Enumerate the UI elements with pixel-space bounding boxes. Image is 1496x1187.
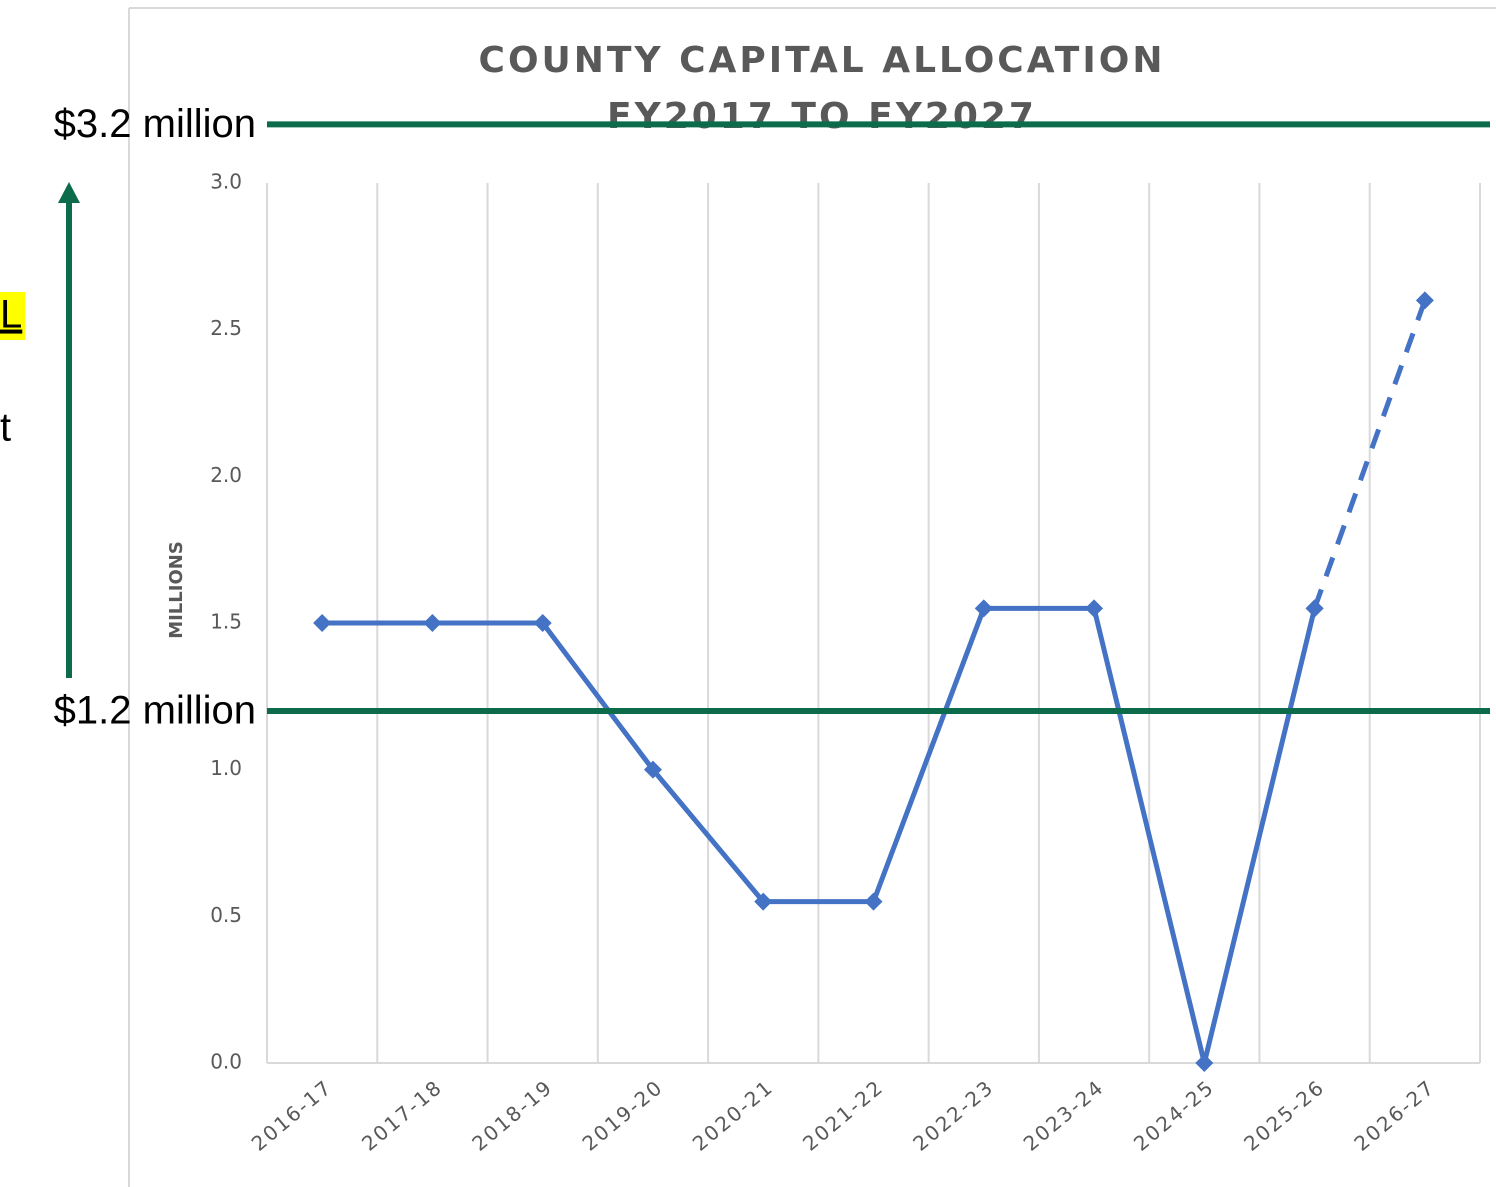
data-point [1415, 291, 1434, 310]
data-point [643, 760, 662, 779]
data-line [322, 605, 1318, 1064]
x-tick-label: 2022-23 [908, 1075, 998, 1156]
data-point [313, 614, 332, 632]
x-tick-label: 2018-19 [467, 1075, 557, 1156]
data-point [1195, 1054, 1214, 1072]
x-tick-label: 2023-24 [1019, 1075, 1109, 1156]
data-point [533, 614, 552, 632]
y-tick-label: 3.0 [210, 170, 242, 194]
cropped-text: L [0, 293, 22, 337]
x-tick-label: 2024-25 [1129, 1075, 1219, 1156]
x-tick-label: 2016-17 [247, 1075, 337, 1156]
chart-title: COUNTY CAPITAL ALLOCATION [479, 40, 1166, 81]
chart-title: FY2017 TO FY2027 [607, 96, 1037, 137]
cropped-text: t [0, 406, 11, 450]
data-point [974, 599, 993, 618]
y-tick-label: 1.0 [210, 756, 242, 780]
reference-label: $1.2 million [54, 689, 256, 733]
y-axis-label: MILLIONS [166, 541, 187, 639]
y-tick-label: 0.0 [210, 1050, 242, 1074]
x-tick-label: 2021-22 [798, 1075, 888, 1156]
data-point [423, 614, 442, 632]
y-tick-label: 2.5 [210, 316, 242, 340]
highlight [0, 292, 25, 340]
x-tick-label: 2017-18 [357, 1075, 447, 1156]
y-tick-label: 2.0 [210, 463, 242, 487]
y-tick-label: 1.5 [210, 610, 242, 634]
arrow-head [58, 182, 80, 203]
data-line [1312, 299, 1428, 610]
x-tick-label: 2019-20 [578, 1075, 668, 1156]
x-tick-label: 2020-21 [688, 1075, 778, 1156]
reference-label: $3.2 million [54, 102, 256, 146]
x-tick-label: 2025-26 [1239, 1075, 1329, 1156]
data-point [1305, 599, 1324, 618]
data-point [754, 892, 773, 911]
x-tick-label: 2026-27 [1349, 1075, 1439, 1156]
y-tick-label: 0.5 [210, 903, 242, 927]
data-point [1085, 599, 1104, 618]
data-point [864, 892, 883, 911]
